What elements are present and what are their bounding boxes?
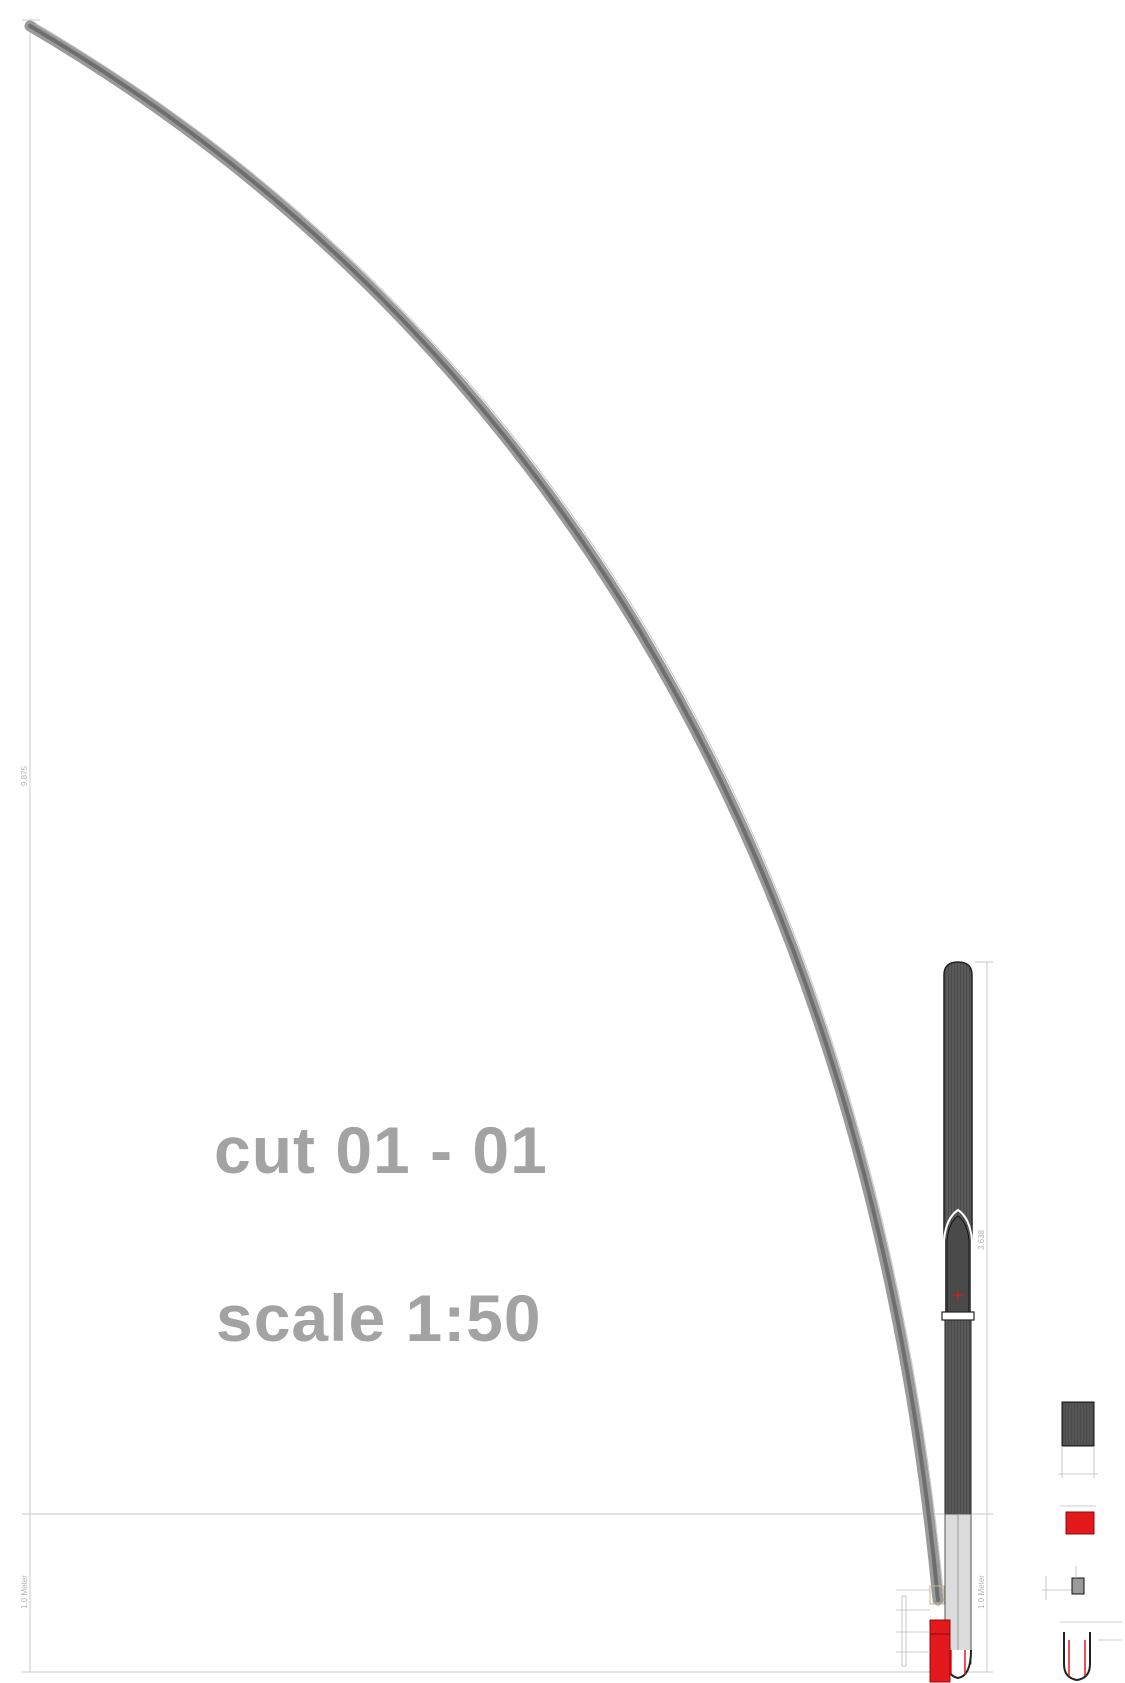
scale-title: scale 1:50	[216, 1281, 542, 1355]
dimension-lines	[22, 19, 993, 1673]
detail-dark-block	[1058, 1401, 1098, 1478]
detail-red-foot	[1060, 1621, 1122, 1682]
total-height-label: 9.875	[20, 765, 29, 786]
detail-small-socket	[1042, 1566, 1085, 1600]
pole-ground-height-label: 1.0 Meter	[977, 1575, 986, 1609]
vertical-pole	[941, 961, 975, 1680]
cut-title: cut 01 - 01	[214, 1113, 548, 1187]
curved-rod	[24, 20, 945, 1606]
detail-red-block	[1060, 1505, 1096, 1535]
ground-height-label: 1.0 Meter	[20, 1575, 29, 1609]
pole-height-label: 3.638	[977, 1229, 986, 1250]
foundation-blocks	[896, 1585, 951, 1683]
